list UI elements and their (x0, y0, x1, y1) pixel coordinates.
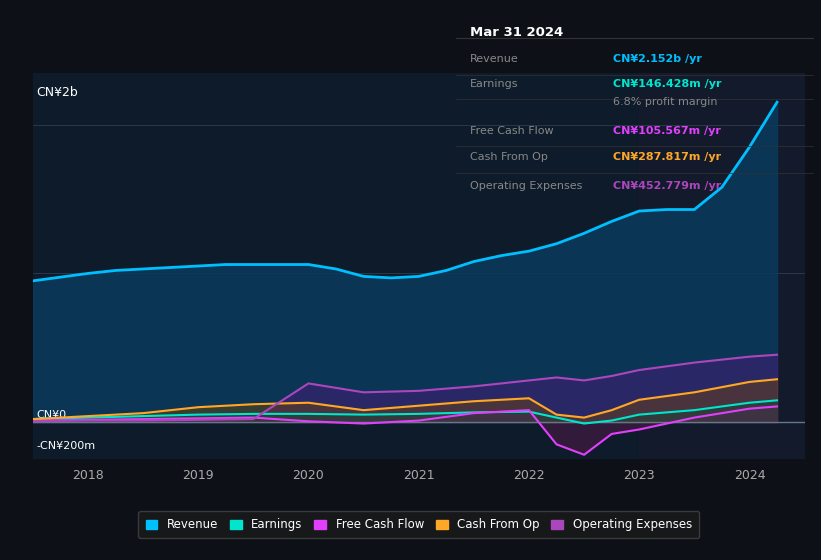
Text: CN¥0: CN¥0 (37, 410, 67, 420)
Text: Earnings: Earnings (470, 78, 518, 88)
Text: CN¥146.428m /yr: CN¥146.428m /yr (612, 78, 722, 88)
Text: Mar 31 2024: Mar 31 2024 (470, 26, 563, 39)
Text: CN¥452.779m /yr: CN¥452.779m /yr (612, 181, 721, 191)
Text: Revenue: Revenue (470, 54, 519, 64)
Legend: Revenue, Earnings, Free Cash Flow, Cash From Op, Operating Expenses: Revenue, Earnings, Free Cash Flow, Cash … (139, 511, 699, 538)
Text: Operating Expenses: Operating Expenses (470, 181, 582, 191)
Text: -CN¥200m: -CN¥200m (37, 441, 96, 451)
Text: CN¥2b: CN¥2b (37, 86, 79, 99)
Text: CN¥105.567m /yr: CN¥105.567m /yr (612, 125, 721, 136)
Text: Free Cash Flow: Free Cash Flow (470, 125, 553, 136)
Text: Cash From Op: Cash From Op (470, 152, 548, 162)
Text: 6.8% profit margin: 6.8% profit margin (612, 97, 718, 107)
Text: CN¥287.817m /yr: CN¥287.817m /yr (612, 152, 721, 162)
Bar (640, 73, 805, 459)
Text: CN¥2.152b /yr: CN¥2.152b /yr (612, 54, 702, 64)
